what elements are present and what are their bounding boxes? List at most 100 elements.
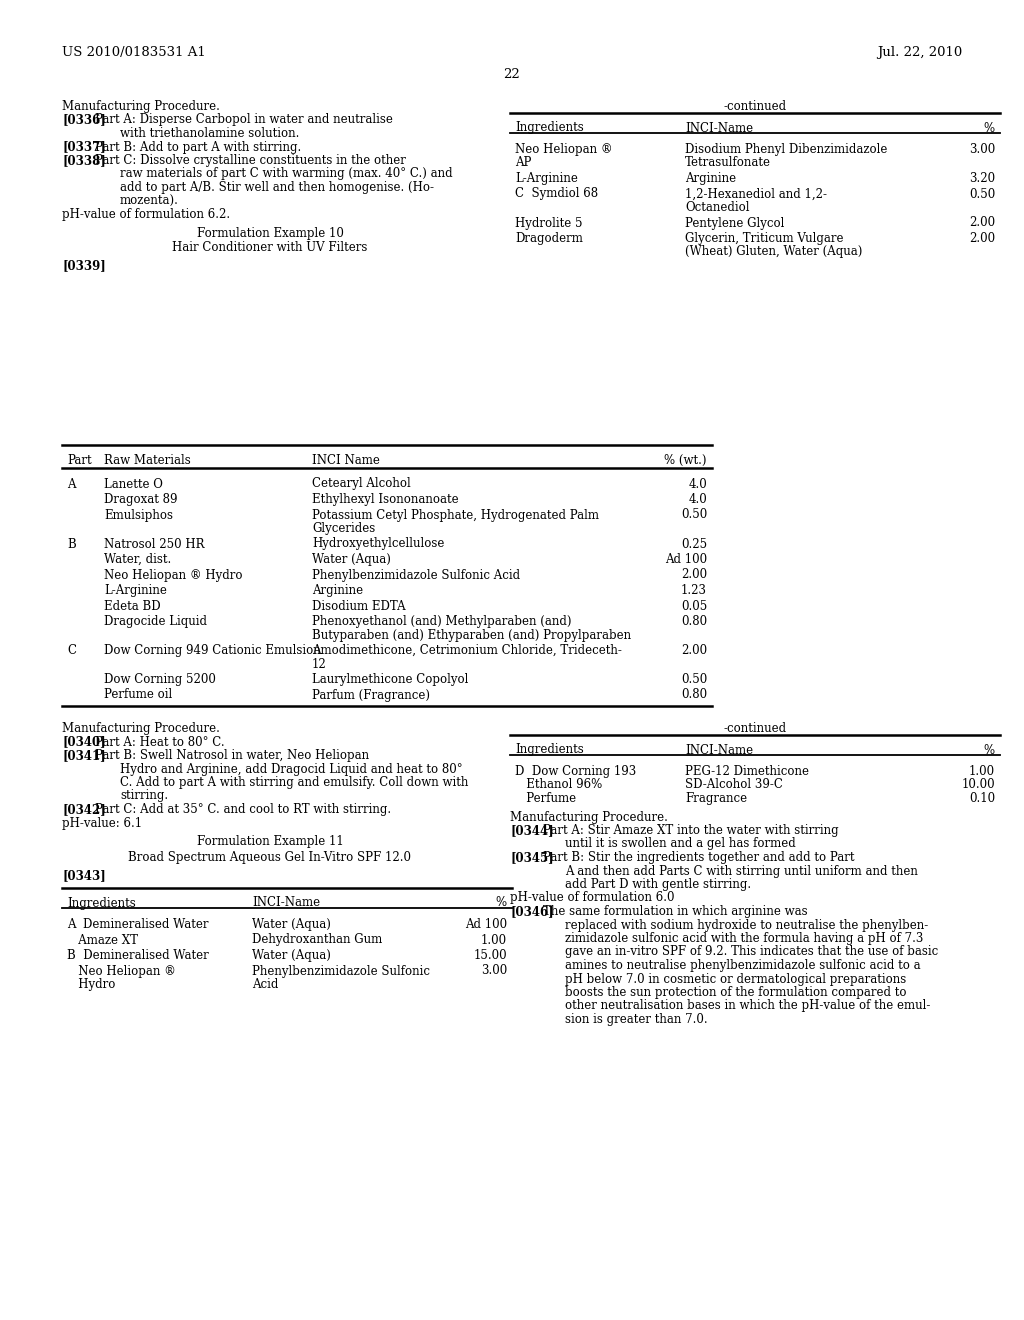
Text: Hydroxyethylcellulose: Hydroxyethylcellulose <box>312 537 444 550</box>
Text: 2.00: 2.00 <box>681 569 707 582</box>
Text: Part B: Stir the ingredients together and add to Part: Part B: Stir the ingredients together an… <box>543 851 854 865</box>
Text: Manufacturing Procedure.: Manufacturing Procedure. <box>62 100 220 114</box>
Text: Natrosol 250 HR: Natrosol 250 HR <box>104 537 205 550</box>
Text: 0.80: 0.80 <box>681 689 707 701</box>
Text: 0.50: 0.50 <box>681 508 707 521</box>
Text: Water (Aqua): Water (Aqua) <box>252 917 331 931</box>
Text: 12: 12 <box>312 657 327 671</box>
Text: Disodium Phenyl Dibenzimidazole: Disodium Phenyl Dibenzimidazole <box>685 143 888 156</box>
Text: Jul. 22, 2010: Jul. 22, 2010 <box>877 46 962 59</box>
Text: [0339]: [0339] <box>62 260 105 272</box>
Text: Perfume: Perfume <box>515 792 577 805</box>
Text: Neo Heliopan ® Hydro: Neo Heliopan ® Hydro <box>104 569 243 582</box>
Text: Formulation Example 10: Formulation Example 10 <box>197 227 343 239</box>
Text: Fragrance: Fragrance <box>685 792 748 805</box>
Text: Phenoxyethanol (and) Methylparaben (and): Phenoxyethanol (and) Methylparaben (and) <box>312 615 571 628</box>
Text: Ethylhexyl Isononanoate: Ethylhexyl Isononanoate <box>312 492 459 506</box>
Text: %: % <box>496 896 507 909</box>
Text: INCI Name: INCI Name <box>312 454 380 467</box>
Text: pH-value of formulation 6.2.: pH-value of formulation 6.2. <box>62 209 230 220</box>
Text: Part B: Swell Natrosol in water, Neo Heliopan: Part B: Swell Natrosol in water, Neo Hel… <box>95 748 369 762</box>
Text: Ingredients: Ingredients <box>67 896 136 909</box>
Text: Amodimethicone, Cetrimonium Chloride, Trideceth-: Amodimethicone, Cetrimonium Chloride, Tr… <box>312 644 622 657</box>
Text: Raw Materials: Raw Materials <box>104 454 190 467</box>
Text: Ad 100: Ad 100 <box>465 917 507 931</box>
Text: % (wt.): % (wt.) <box>665 454 707 467</box>
Text: Disodium EDTA: Disodium EDTA <box>312 599 406 612</box>
Text: C: C <box>67 644 76 657</box>
Text: [0340]: [0340] <box>62 735 105 748</box>
Text: [0336]: [0336] <box>62 114 105 127</box>
Text: -continued: -continued <box>723 100 786 114</box>
Text: 4.0: 4.0 <box>688 478 707 491</box>
Text: Water (Aqua): Water (Aqua) <box>252 949 331 962</box>
Text: [0342]: [0342] <box>62 803 105 816</box>
Text: Dehydroxanthan Gum: Dehydroxanthan Gum <box>252 933 382 946</box>
Text: Phenylbenzimidazole Sulfonic: Phenylbenzimidazole Sulfonic <box>252 965 430 978</box>
Text: 15.00: 15.00 <box>473 949 507 962</box>
Text: Potassium Cetyl Phosphate, Hydrogenated Palm: Potassium Cetyl Phosphate, Hydrogenated … <box>312 508 599 521</box>
Text: Arginine: Arginine <box>312 583 364 597</box>
Text: gave an in-vitro SPF of 9.2. This indicates that the use of basic: gave an in-vitro SPF of 9.2. This indica… <box>565 945 938 958</box>
Text: 0.50: 0.50 <box>681 673 707 686</box>
Text: 1,2-Hexanediol and 1,2-: 1,2-Hexanediol and 1,2- <box>685 187 827 201</box>
Text: Neo Heliopan ®: Neo Heliopan ® <box>515 143 612 156</box>
Text: [0343]: [0343] <box>62 869 105 882</box>
Text: Water, dist.: Water, dist. <box>104 553 171 566</box>
Text: 2.00: 2.00 <box>969 232 995 246</box>
Text: Part A: Disperse Carbopol in water and neutralise: Part A: Disperse Carbopol in water and n… <box>95 114 393 127</box>
Text: The same formulation in which arginine was: The same formulation in which arginine w… <box>543 906 808 917</box>
Text: [0341]: [0341] <box>62 748 105 762</box>
Text: 10.00: 10.00 <box>962 779 995 792</box>
Text: Lanette O: Lanette O <box>104 478 163 491</box>
Text: 3.00: 3.00 <box>969 143 995 156</box>
Text: Ingredients: Ingredients <box>515 121 584 135</box>
Text: Amaze XT: Amaze XT <box>67 933 138 946</box>
Text: sion is greater than 7.0.: sion is greater than 7.0. <box>565 1012 708 1026</box>
Text: -continued: -continued <box>723 722 786 735</box>
Text: L-Arginine: L-Arginine <box>104 583 167 597</box>
Text: stirring.: stirring. <box>120 789 168 803</box>
Text: Dragoderm: Dragoderm <box>515 232 583 246</box>
Text: 0.80: 0.80 <box>681 615 707 628</box>
Text: B: B <box>67 537 76 550</box>
Text: Glycerides: Glycerides <box>312 521 375 535</box>
Text: with triethanolamine solution.: with triethanolamine solution. <box>120 127 299 140</box>
Text: Dragoxat 89: Dragoxat 89 <box>104 492 177 506</box>
Text: %: % <box>984 121 995 135</box>
Text: AP: AP <box>515 157 531 169</box>
Text: Phenylbenzimidazole Sulfonic Acid: Phenylbenzimidazole Sulfonic Acid <box>312 569 520 582</box>
Text: PEG-12 Dimethicone: PEG-12 Dimethicone <box>685 766 809 777</box>
Text: C. Add to part A with stirring and emulsify. Coll down with: C. Add to part A with stirring and emuls… <box>120 776 468 789</box>
Text: Butyparaben (and) Ethyparaben (and) Propylparaben: Butyparaben (and) Ethyparaben (and) Prop… <box>312 628 631 642</box>
Text: A and then add Parts C with stirring until uniform and then: A and then add Parts C with stirring unt… <box>565 865 918 878</box>
Text: Octanediol: Octanediol <box>685 201 750 214</box>
Text: Glycerin, Triticum Vulgare: Glycerin, Triticum Vulgare <box>685 232 844 246</box>
Text: INCI-Name: INCI-Name <box>685 743 753 756</box>
Text: 1.00: 1.00 <box>969 766 995 777</box>
Text: add to part A/B. Stir well and then homogenise. (Ho-: add to part A/B. Stir well and then homo… <box>120 181 434 194</box>
Text: 0.50: 0.50 <box>969 187 995 201</box>
Text: (Wheat) Gluten, Water (Aqua): (Wheat) Gluten, Water (Aqua) <box>685 246 862 259</box>
Text: 0.10: 0.10 <box>969 792 995 805</box>
Text: Acid: Acid <box>252 978 279 991</box>
Text: INCI-Name: INCI-Name <box>252 896 321 909</box>
Text: Dow Corning 949 Cationic Emulsion: Dow Corning 949 Cationic Emulsion <box>104 644 321 657</box>
Text: other neutralisation bases in which the pH-value of the emul-: other neutralisation bases in which the … <box>565 999 931 1012</box>
Text: zimidazole sulfonic acid with the formula having a pH of 7.3: zimidazole sulfonic acid with the formul… <box>565 932 924 945</box>
Text: [0344]: [0344] <box>510 824 554 837</box>
Text: Ingredients: Ingredients <box>515 743 584 756</box>
Text: Tetrasulfonate: Tetrasulfonate <box>685 157 771 169</box>
Text: Hydrolite 5: Hydrolite 5 <box>515 216 583 230</box>
Text: Manufacturing Procedure.: Manufacturing Procedure. <box>62 722 220 735</box>
Text: L-Arginine: L-Arginine <box>515 172 578 185</box>
Text: add Part D with gentle stirring.: add Part D with gentle stirring. <box>565 878 752 891</box>
Text: 0.05: 0.05 <box>681 599 707 612</box>
Text: Arginine: Arginine <box>685 172 736 185</box>
Text: Part C: Dissolve crystalline constituents in the other: Part C: Dissolve crystalline constituent… <box>95 154 406 168</box>
Text: Edeta BD: Edeta BD <box>104 599 161 612</box>
Text: 4.0: 4.0 <box>688 492 707 506</box>
Text: US 2010/0183531 A1: US 2010/0183531 A1 <box>62 46 206 59</box>
Text: 3.00: 3.00 <box>480 965 507 978</box>
Text: Part A: Stir Amaze XT into the water with stirring: Part A: Stir Amaze XT into the water wit… <box>543 824 839 837</box>
